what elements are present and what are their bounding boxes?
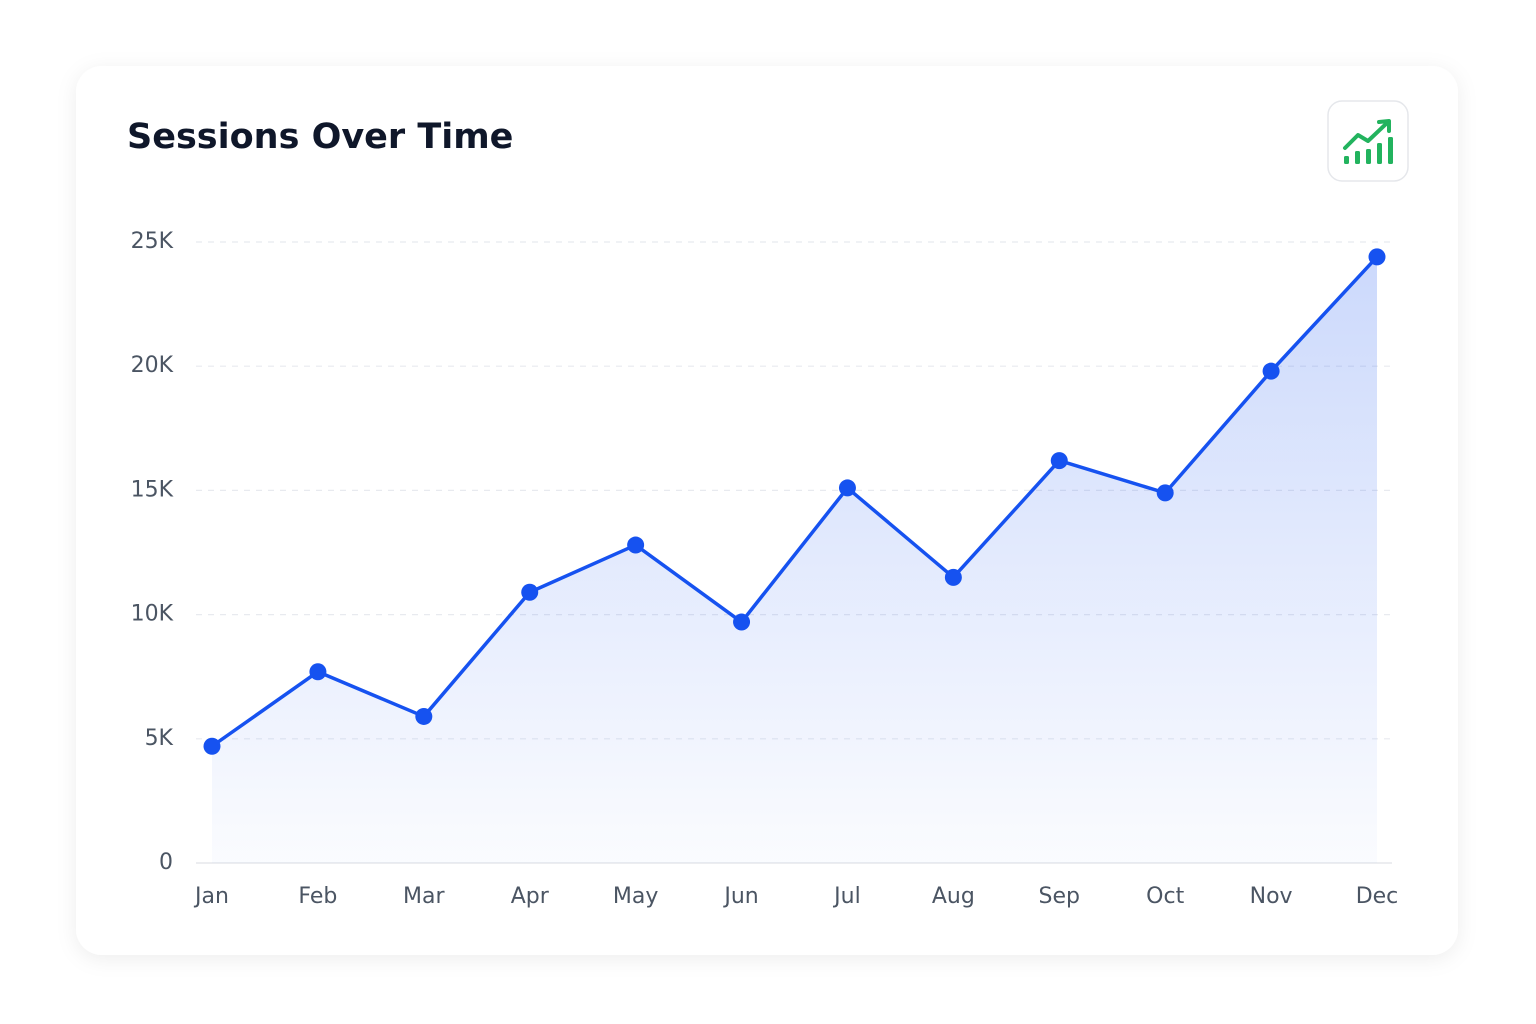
line xyxy=(210,255,1379,748)
chart-title: Sessions Over Time xyxy=(127,117,513,157)
point xyxy=(1050,452,1068,470)
point xyxy=(627,536,645,554)
y-tick-label: 15K xyxy=(131,477,174,502)
x-tick-label: Aug xyxy=(932,884,975,909)
point xyxy=(309,663,327,681)
area xyxy=(212,256,1377,863)
point xyxy=(838,479,856,497)
point xyxy=(1368,248,1386,266)
x-tick-label: Jan xyxy=(193,884,229,909)
x-tick-label: Dec xyxy=(1356,884,1399,909)
x-tick-label: May xyxy=(613,884,658,909)
x-tick-label: Feb xyxy=(298,884,337,909)
point xyxy=(733,613,751,631)
point xyxy=(203,737,221,755)
x-tick-label: Jun xyxy=(722,884,758,909)
y-tick-label: 20K xyxy=(131,353,174,378)
point xyxy=(1156,484,1174,502)
chart-icon[interactable] xyxy=(1327,100,1409,182)
point xyxy=(944,568,962,586)
y-tick-label: 5K xyxy=(145,726,174,751)
x-tick-label: Jul xyxy=(832,884,861,909)
x-tick-label: Nov xyxy=(1250,884,1293,909)
x-tick-label: Mar xyxy=(403,884,445,909)
x-tick-label: Apr xyxy=(511,884,550,909)
point xyxy=(521,583,539,601)
x-tick-label: Sep xyxy=(1039,884,1080,909)
y-tick-label: 10K xyxy=(131,602,174,627)
x-tick-label: Oct xyxy=(1146,884,1184,909)
point xyxy=(415,707,433,725)
point xyxy=(1262,362,1280,380)
y-tick-label: 0 xyxy=(159,850,173,875)
y-tick-label: 25K xyxy=(131,229,174,254)
